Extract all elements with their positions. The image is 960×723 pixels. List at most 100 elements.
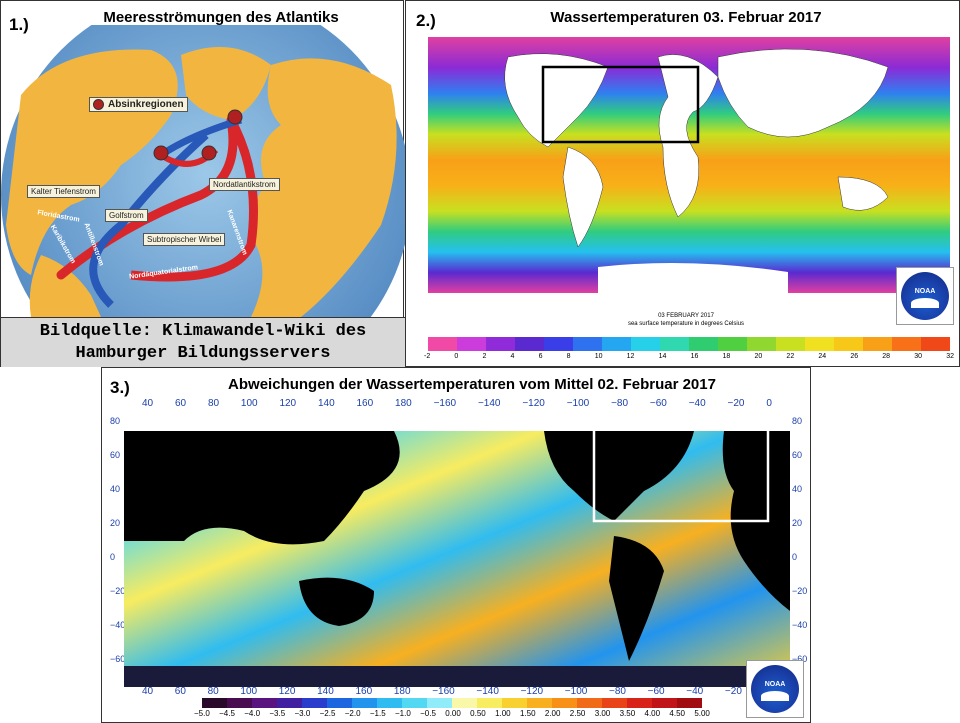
longitude-tick: −40: [688, 398, 706, 409]
sst-colorbar: [428, 337, 950, 351]
legend-absinkregionen-label: Absinkregionen: [108, 99, 184, 111]
colorbar-swatch: [477, 698, 502, 708]
image-credit: Bildquelle: Klimawandel-Wiki des Hamburg…: [1, 317, 405, 367]
colorbar-swatch: [627, 698, 652, 708]
anomaly-colorbar-tick: 3.00: [594, 709, 611, 718]
sst-colorbar-tick: 16: [690, 353, 699, 360]
sst-colorbar-tick: 10: [594, 353, 603, 360]
latitude-tick: 80: [110, 416, 121, 426]
label-subtropischer-wirbel: Subtropischer Wirbel: [143, 233, 226, 246]
colorbar-swatch: [660, 337, 689, 351]
noaa-emblem-icon: NOAA: [751, 665, 799, 713]
sst-colorbar-tick: 18: [722, 353, 731, 360]
anomaly-world-map: [124, 411, 790, 687]
colorbar-swatch: [515, 337, 544, 351]
anomaly-colorbar-tick: 0.00: [445, 709, 461, 718]
label-golfstrom: Golfstrom: [105, 209, 148, 222]
sst-colorbar-tick: 22: [786, 353, 795, 360]
panel-1-title: Meeresströmungen des Atlantiks: [103, 9, 339, 26]
colorbar-swatch: [277, 698, 302, 708]
latitude-tick: 0: [792, 552, 798, 562]
latitude-tick: 20: [110, 518, 121, 528]
anomaly-colorbar-tick: −3.5: [269, 709, 286, 718]
sst-colorbar-tick: 20: [754, 353, 763, 360]
noaa-logo: NOAA: [896, 267, 954, 325]
colorbar-swatch: [602, 337, 631, 351]
sst-map-caption: sea surface temperature in degrees Celsi…: [586, 321, 786, 327]
longitude-tick: 40: [142, 398, 154, 409]
latitude-tick: 40: [110, 484, 121, 494]
colorbar-swatch: [377, 698, 402, 708]
colorbar-swatch: [863, 337, 892, 351]
latitude-tick: 80: [792, 416, 803, 426]
colorbar-swatch: [805, 337, 834, 351]
panel-2-title: Wassertemperaturen 03. Februar 2017: [550, 9, 822, 26]
colorbar-swatch: [252, 698, 277, 708]
latitude-tick: −60: [792, 654, 808, 664]
sst-colorbar-tick: 26: [850, 353, 859, 360]
anomaly-colorbar-tick: −4.5: [219, 709, 235, 718]
panel-1-number: 1.): [9, 15, 29, 34]
latitude-tick: 60: [792, 450, 803, 460]
panel-temperature-anomaly: 3.) Abweichungen der Wassertemperaturen …: [101, 367, 811, 723]
longitude-tick: 160: [356, 398, 374, 409]
latitude-tick: −40: [792, 620, 808, 630]
noaa-emblem-icon: NOAA: [901, 272, 949, 320]
sst-colorbar-tick: 0: [454, 353, 459, 360]
longitude-tick: 100: [240, 686, 258, 697]
longitude-tick: −20: [727, 398, 745, 409]
noaa-logo: NOAA: [746, 660, 804, 718]
anomaly-colorbar-tick: 0.50: [470, 709, 486, 718]
longitude-tick: −140: [476, 686, 499, 697]
colorbar-swatch: [921, 337, 950, 351]
latitude-tick: −20: [792, 586, 808, 596]
longitude-tick: 180: [393, 686, 411, 697]
panel-3-number: 3.): [110, 378, 130, 397]
sink-region-dot-icon: [93, 99, 104, 110]
longitude-tick: 140: [317, 398, 335, 409]
anomaly-colorbar-tick: −2.0: [344, 709, 361, 718]
anomaly-colorbar-ticks: −5.0 −4.5 −4.0 −3.5 −3.0 −2.5 −2.0 −1.5 −1.0 −0.5…: [194, 709, 710, 718]
anomaly-colorbar-tick: −1.5: [369, 709, 386, 718]
anomaly-colorbar-tick: −2.5: [319, 709, 336, 718]
longitude-tick: −100: [566, 398, 590, 409]
anomaly-colorbar-tick: 1.00: [495, 709, 511, 718]
longitude-tick: −120: [520, 686, 544, 697]
longitude-tick: −20: [724, 686, 742, 697]
sst-caption-text: sea surface temperature in degrees Celsi…: [627, 321, 745, 327]
anomaly-right-axis: 80 60 40 20 0 −20 −40 −60: [792, 416, 807, 664]
sst-colorbar-tick: 2: [482, 353, 487, 360]
longitude-tick: 0: [766, 398, 772, 409]
noaa-logo-text: NOAA: [764, 681, 786, 688]
colorbar-swatch: [577, 698, 602, 708]
colorbar-swatch: [573, 337, 602, 351]
noaa-bird-icon: [761, 691, 789, 701]
longitude-tick: 60: [174, 686, 186, 697]
colorbar-swatch: [892, 337, 921, 351]
longitude-tick: 180: [395, 398, 412, 409]
anomaly-colorbar: [202, 698, 702, 708]
sst-colorbar-tick: 4: [510, 353, 515, 360]
longitude-tick: 120: [279, 398, 297, 409]
latitude-tick: −60: [110, 654, 126, 664]
anomaly-top-axis: 40 60 80 100 120 140 160 180 −160 −140 −120 −100 −80…: [142, 398, 772, 409]
sst-colorbar-tick: 24: [818, 353, 827, 360]
longitude-tick: 60: [174, 398, 187, 409]
longitude-tick: 140: [317, 686, 334, 697]
sst-colorbar-tick: 32: [946, 353, 954, 360]
anomaly-colorbar-tick: −0.5: [420, 709, 436, 718]
panel-2-number: 2.): [416, 11, 436, 30]
colorbar-swatch: [689, 337, 718, 351]
latitude-tick: −40: [110, 620, 126, 630]
colorbar-swatch: [352, 698, 377, 708]
anomaly-colorbar-tick: 4.00: [644, 709, 661, 718]
longitude-tick: −140: [477, 398, 501, 409]
latitude-tick: 60: [110, 450, 121, 460]
anomaly-colorbar-tick: 4.50: [669, 709, 685, 718]
sst-colorbar-tick: 30: [914, 353, 923, 360]
longitude-tick: 120: [278, 686, 296, 697]
longitude-tick: 80: [207, 686, 219, 697]
atlantic-globe-map: [1, 25, 405, 317]
colorbar-swatch: [602, 698, 627, 708]
anomaly-bottom-axis: 40 60 80 100 120 140 160 180 −160 −140 −120 −100 −80…: [142, 686, 742, 697]
